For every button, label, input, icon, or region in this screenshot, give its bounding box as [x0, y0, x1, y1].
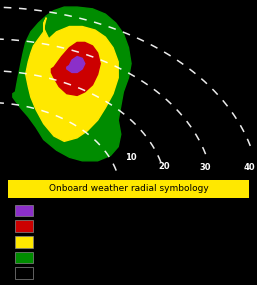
- Polygon shape: [13, 7, 131, 161]
- Text: Level 1 (Green) Weak: Level 1 (Green) Weak: [42, 253, 132, 262]
- FancyBboxPatch shape: [8, 180, 249, 198]
- FancyBboxPatch shape: [15, 220, 33, 232]
- Polygon shape: [26, 18, 118, 141]
- Text: 30: 30: [200, 163, 211, 172]
- Text: Level 3 (Red) Strong to Very Strong: Level 3 (Red) Strong to Very Strong: [42, 222, 190, 231]
- FancyBboxPatch shape: [15, 252, 33, 263]
- Text: Level 4 (Magenta) Intense to Extreme: Level 4 (Magenta) Intense to Extreme: [42, 206, 201, 215]
- FancyBboxPatch shape: [15, 205, 33, 216]
- Text: Level 0 (Black) Background: Level 0 (Black) Background: [42, 268, 157, 277]
- FancyBboxPatch shape: [15, 236, 33, 248]
- Polygon shape: [51, 42, 100, 95]
- Polygon shape: [67, 56, 85, 72]
- Text: Onboard weather radial symbology: Onboard weather radial symbology: [49, 184, 208, 193]
- Text: 20: 20: [159, 162, 170, 170]
- Text: 10: 10: [125, 153, 137, 162]
- FancyBboxPatch shape: [15, 267, 33, 279]
- Text: 40: 40: [243, 163, 255, 172]
- Text: Level 2 (Yellow) Moderate: Level 2 (Yellow) Moderate: [42, 237, 150, 246]
